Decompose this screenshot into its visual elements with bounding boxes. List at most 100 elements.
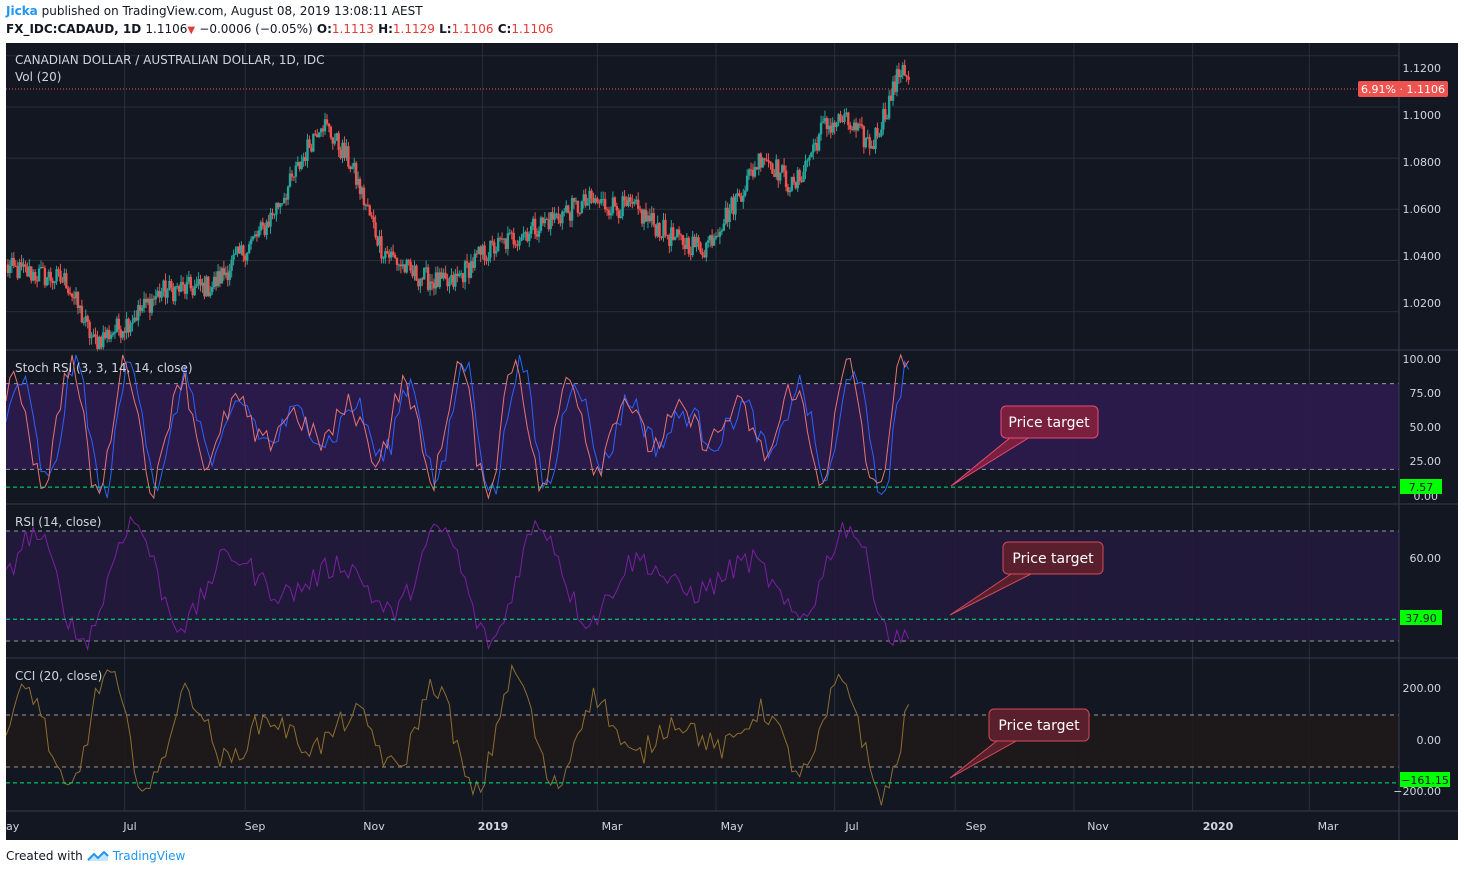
candle bbox=[718, 231, 722, 237]
price-target-callout-stoch[interactable]: Price target bbox=[950, 405, 1099, 487]
candle bbox=[541, 217, 545, 224]
candle bbox=[664, 219, 667, 235]
candle bbox=[105, 329, 109, 338]
candle bbox=[341, 142, 344, 159]
candle bbox=[810, 152, 813, 158]
candle bbox=[697, 237, 700, 243]
candle bbox=[860, 124, 864, 127]
candle bbox=[33, 272, 37, 281]
candle bbox=[154, 296, 157, 300]
candle bbox=[786, 187, 790, 193]
candle bbox=[446, 278, 449, 287]
candle bbox=[701, 252, 704, 256]
candle bbox=[699, 242, 702, 253]
candle bbox=[323, 119, 327, 132]
candle bbox=[226, 272, 229, 281]
tradingview-logo-icon bbox=[87, 850, 109, 861]
candle bbox=[84, 316, 87, 322]
candle bbox=[265, 221, 268, 236]
candle bbox=[561, 211, 564, 224]
candle bbox=[312, 133, 315, 152]
candle bbox=[749, 169, 753, 171]
candle bbox=[726, 207, 729, 222]
y-tick-label: 50.00 bbox=[1410, 421, 1442, 434]
candle bbox=[792, 176, 796, 183]
candle bbox=[360, 187, 364, 195]
candle bbox=[146, 298, 150, 303]
candle bbox=[584, 194, 587, 206]
candle bbox=[605, 209, 609, 211]
high-value: 1.1129 bbox=[392, 22, 435, 36]
y-tick-label: 1.1000 bbox=[1403, 109, 1442, 122]
candle bbox=[872, 146, 875, 149]
price-target-callout-cci[interactable]: Price target bbox=[949, 708, 1090, 779]
candle bbox=[275, 202, 278, 215]
candle bbox=[156, 290, 159, 297]
candle bbox=[444, 272, 447, 279]
candle bbox=[407, 259, 410, 262]
price-target-callout-rsi[interactable]: Price target bbox=[949, 541, 1104, 616]
x-tick-label: Nov bbox=[1087, 820, 1109, 833]
candle bbox=[63, 273, 66, 282]
candle bbox=[349, 166, 352, 170]
candle bbox=[821, 121, 825, 123]
candle bbox=[356, 179, 360, 185]
low-label: L: bbox=[439, 22, 452, 36]
candle bbox=[399, 264, 403, 267]
candle bbox=[382, 257, 385, 259]
candle bbox=[32, 272, 35, 281]
candle bbox=[631, 201, 634, 204]
candle bbox=[166, 290, 169, 298]
candle bbox=[668, 235, 671, 246]
candle bbox=[246, 252, 249, 261]
candle bbox=[814, 142, 817, 145]
candle bbox=[82, 321, 86, 323]
candle bbox=[133, 317, 136, 323]
candle bbox=[646, 215, 650, 222]
candle bbox=[242, 245, 245, 256]
candle bbox=[656, 222, 659, 237]
candle bbox=[563, 211, 566, 213]
candle bbox=[191, 288, 194, 296]
candle bbox=[897, 69, 901, 78]
candle bbox=[734, 196, 737, 215]
x-tick-label: Jul bbox=[122, 820, 136, 833]
candle bbox=[837, 114, 840, 123]
candle bbox=[61, 281, 64, 283]
candle bbox=[273, 214, 276, 216]
candle bbox=[833, 122, 836, 128]
candle bbox=[461, 273, 465, 283]
candle bbox=[588, 190, 591, 204]
candle bbox=[812, 144, 815, 153]
candle bbox=[302, 157, 305, 162]
chart-canvas[interactable]: CANADIAN DOLLAR / AUSTRALIAN DOLLAR, 1D,… bbox=[6, 43, 1458, 840]
candle bbox=[884, 108, 887, 120]
candle bbox=[201, 282, 204, 286]
candle bbox=[333, 140, 336, 144]
candle bbox=[755, 167, 759, 170]
tradingview-link[interactable]: TradingView bbox=[112, 849, 186, 863]
candle bbox=[677, 229, 681, 235]
last-price: 1.1106 bbox=[145, 22, 188, 36]
candle bbox=[535, 234, 539, 237]
candle bbox=[670, 227, 673, 246]
candle bbox=[555, 213, 558, 215]
callout-text: Price target bbox=[998, 718, 1080, 734]
candle bbox=[72, 296, 76, 299]
candle bbox=[858, 123, 862, 125]
candle bbox=[259, 222, 263, 231]
candle bbox=[49, 271, 52, 281]
last-price-badge bbox=[1358, 81, 1448, 97]
candle bbox=[493, 242, 496, 254]
candle bbox=[195, 283, 198, 287]
candle bbox=[635, 199, 638, 202]
candle bbox=[742, 195, 745, 202]
author-link[interactable]: Jicka bbox=[6, 4, 38, 18]
candle bbox=[753, 167, 757, 177]
candle bbox=[14, 265, 17, 267]
candle bbox=[681, 235, 685, 245]
candle bbox=[586, 203, 589, 206]
candle bbox=[378, 236, 381, 246]
rsi-target-value: 37.90 bbox=[1405, 612, 1437, 625]
candle bbox=[269, 212, 272, 227]
